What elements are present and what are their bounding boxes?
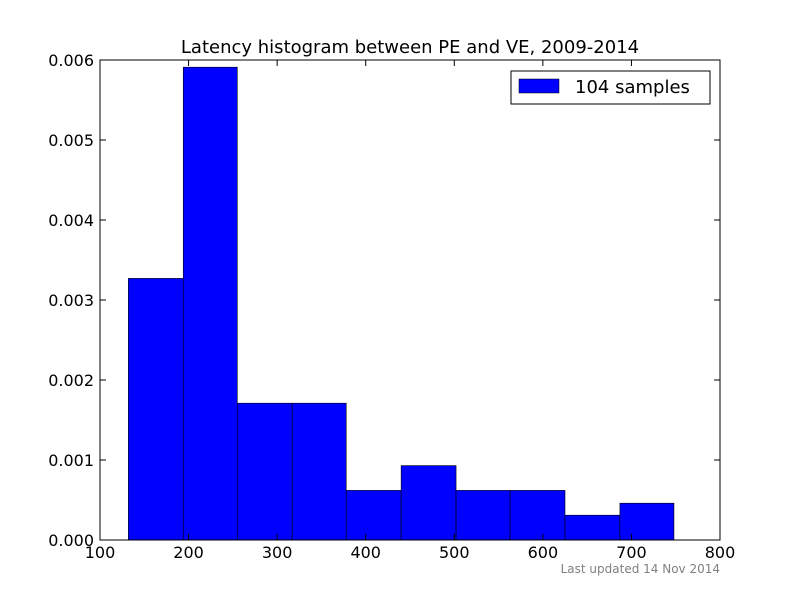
bars-group [128, 66, 675, 541]
histogram-bar [182, 66, 238, 541]
histogram-bar [455, 490, 511, 541]
chart-title: Latency histogram between PE and VE, 200… [181, 37, 639, 58]
histogram-bar [564, 514, 621, 541]
y-tick-label: 0.006 [48, 51, 94, 70]
last-updated-note: Last updated 14 Nov 2014 [560, 562, 720, 576]
x-tick-label: 100 [85, 543, 116, 562]
legend-label: 104 samples [575, 77, 690, 98]
histogram-bar [400, 465, 457, 541]
x-tick-label: 400 [350, 543, 381, 562]
legend: 104 samples [510, 70, 711, 105]
x-tick-label: 300 [262, 543, 293, 562]
histogram-bar [345, 490, 402, 541]
y-tick-label: 0.003 [48, 291, 94, 310]
x-tick-label: 600 [528, 543, 559, 562]
y-tick-label: 0.004 [48, 211, 94, 230]
histogram-bar [291, 402, 347, 541]
x-tick-label: 700 [616, 543, 647, 562]
y-tick-label: 0.005 [48, 131, 94, 150]
plot-frame [99, 59, 721, 541]
x-tick-label: 500 [439, 543, 470, 562]
x-tick-label: 800 [705, 543, 736, 562]
y-tick-label: 0.001 [48, 451, 94, 470]
histogram-bar [236, 402, 293, 541]
histogram-bar [619, 502, 675, 541]
histogram-bar [128, 278, 184, 541]
histogram-bar [509, 490, 566, 541]
legend-swatch [518, 78, 560, 94]
ticks-group: 100 200 300 400 500 600 700 800 0.000 0.001 0.002 0… [48, 51, 735, 562]
x-tick-label: 200 [173, 543, 204, 562]
y-tick-label: 0.002 [48, 371, 94, 390]
y-tick-label: 0.000 [48, 531, 94, 550]
